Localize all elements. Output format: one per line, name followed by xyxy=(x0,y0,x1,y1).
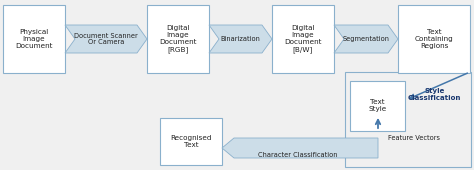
Polygon shape xyxy=(65,25,147,53)
Text: Feature Vectors: Feature Vectors xyxy=(388,135,440,141)
Polygon shape xyxy=(334,25,398,53)
FancyBboxPatch shape xyxy=(160,118,222,165)
FancyBboxPatch shape xyxy=(398,5,470,73)
FancyBboxPatch shape xyxy=(3,5,65,73)
Polygon shape xyxy=(209,25,272,53)
Text: Physical
Image
Document: Physical Image Document xyxy=(15,29,53,49)
Text: Style
Classification: Style Classification xyxy=(408,89,461,101)
Text: Character Classification: Character Classification xyxy=(258,152,338,158)
Text: Digital
Image
Document
[RGB]: Digital Image Document [RGB] xyxy=(159,25,197,53)
FancyBboxPatch shape xyxy=(272,5,334,73)
FancyBboxPatch shape xyxy=(350,81,405,131)
Text: Text
Style: Text Style xyxy=(368,99,387,113)
Text: Segmentation: Segmentation xyxy=(343,36,390,42)
Text: Document Scanner
Or Camera: Document Scanner Or Camera xyxy=(74,32,138,46)
Text: Text
Containing
Regions: Text Containing Regions xyxy=(415,29,453,49)
Text: Recognised
Text: Recognised Text xyxy=(170,135,212,148)
Text: Binarization: Binarization xyxy=(220,36,260,42)
Text: Digital
Image
Document
[B/W]: Digital Image Document [B/W] xyxy=(284,25,322,53)
FancyBboxPatch shape xyxy=(147,5,209,73)
Polygon shape xyxy=(222,138,378,158)
